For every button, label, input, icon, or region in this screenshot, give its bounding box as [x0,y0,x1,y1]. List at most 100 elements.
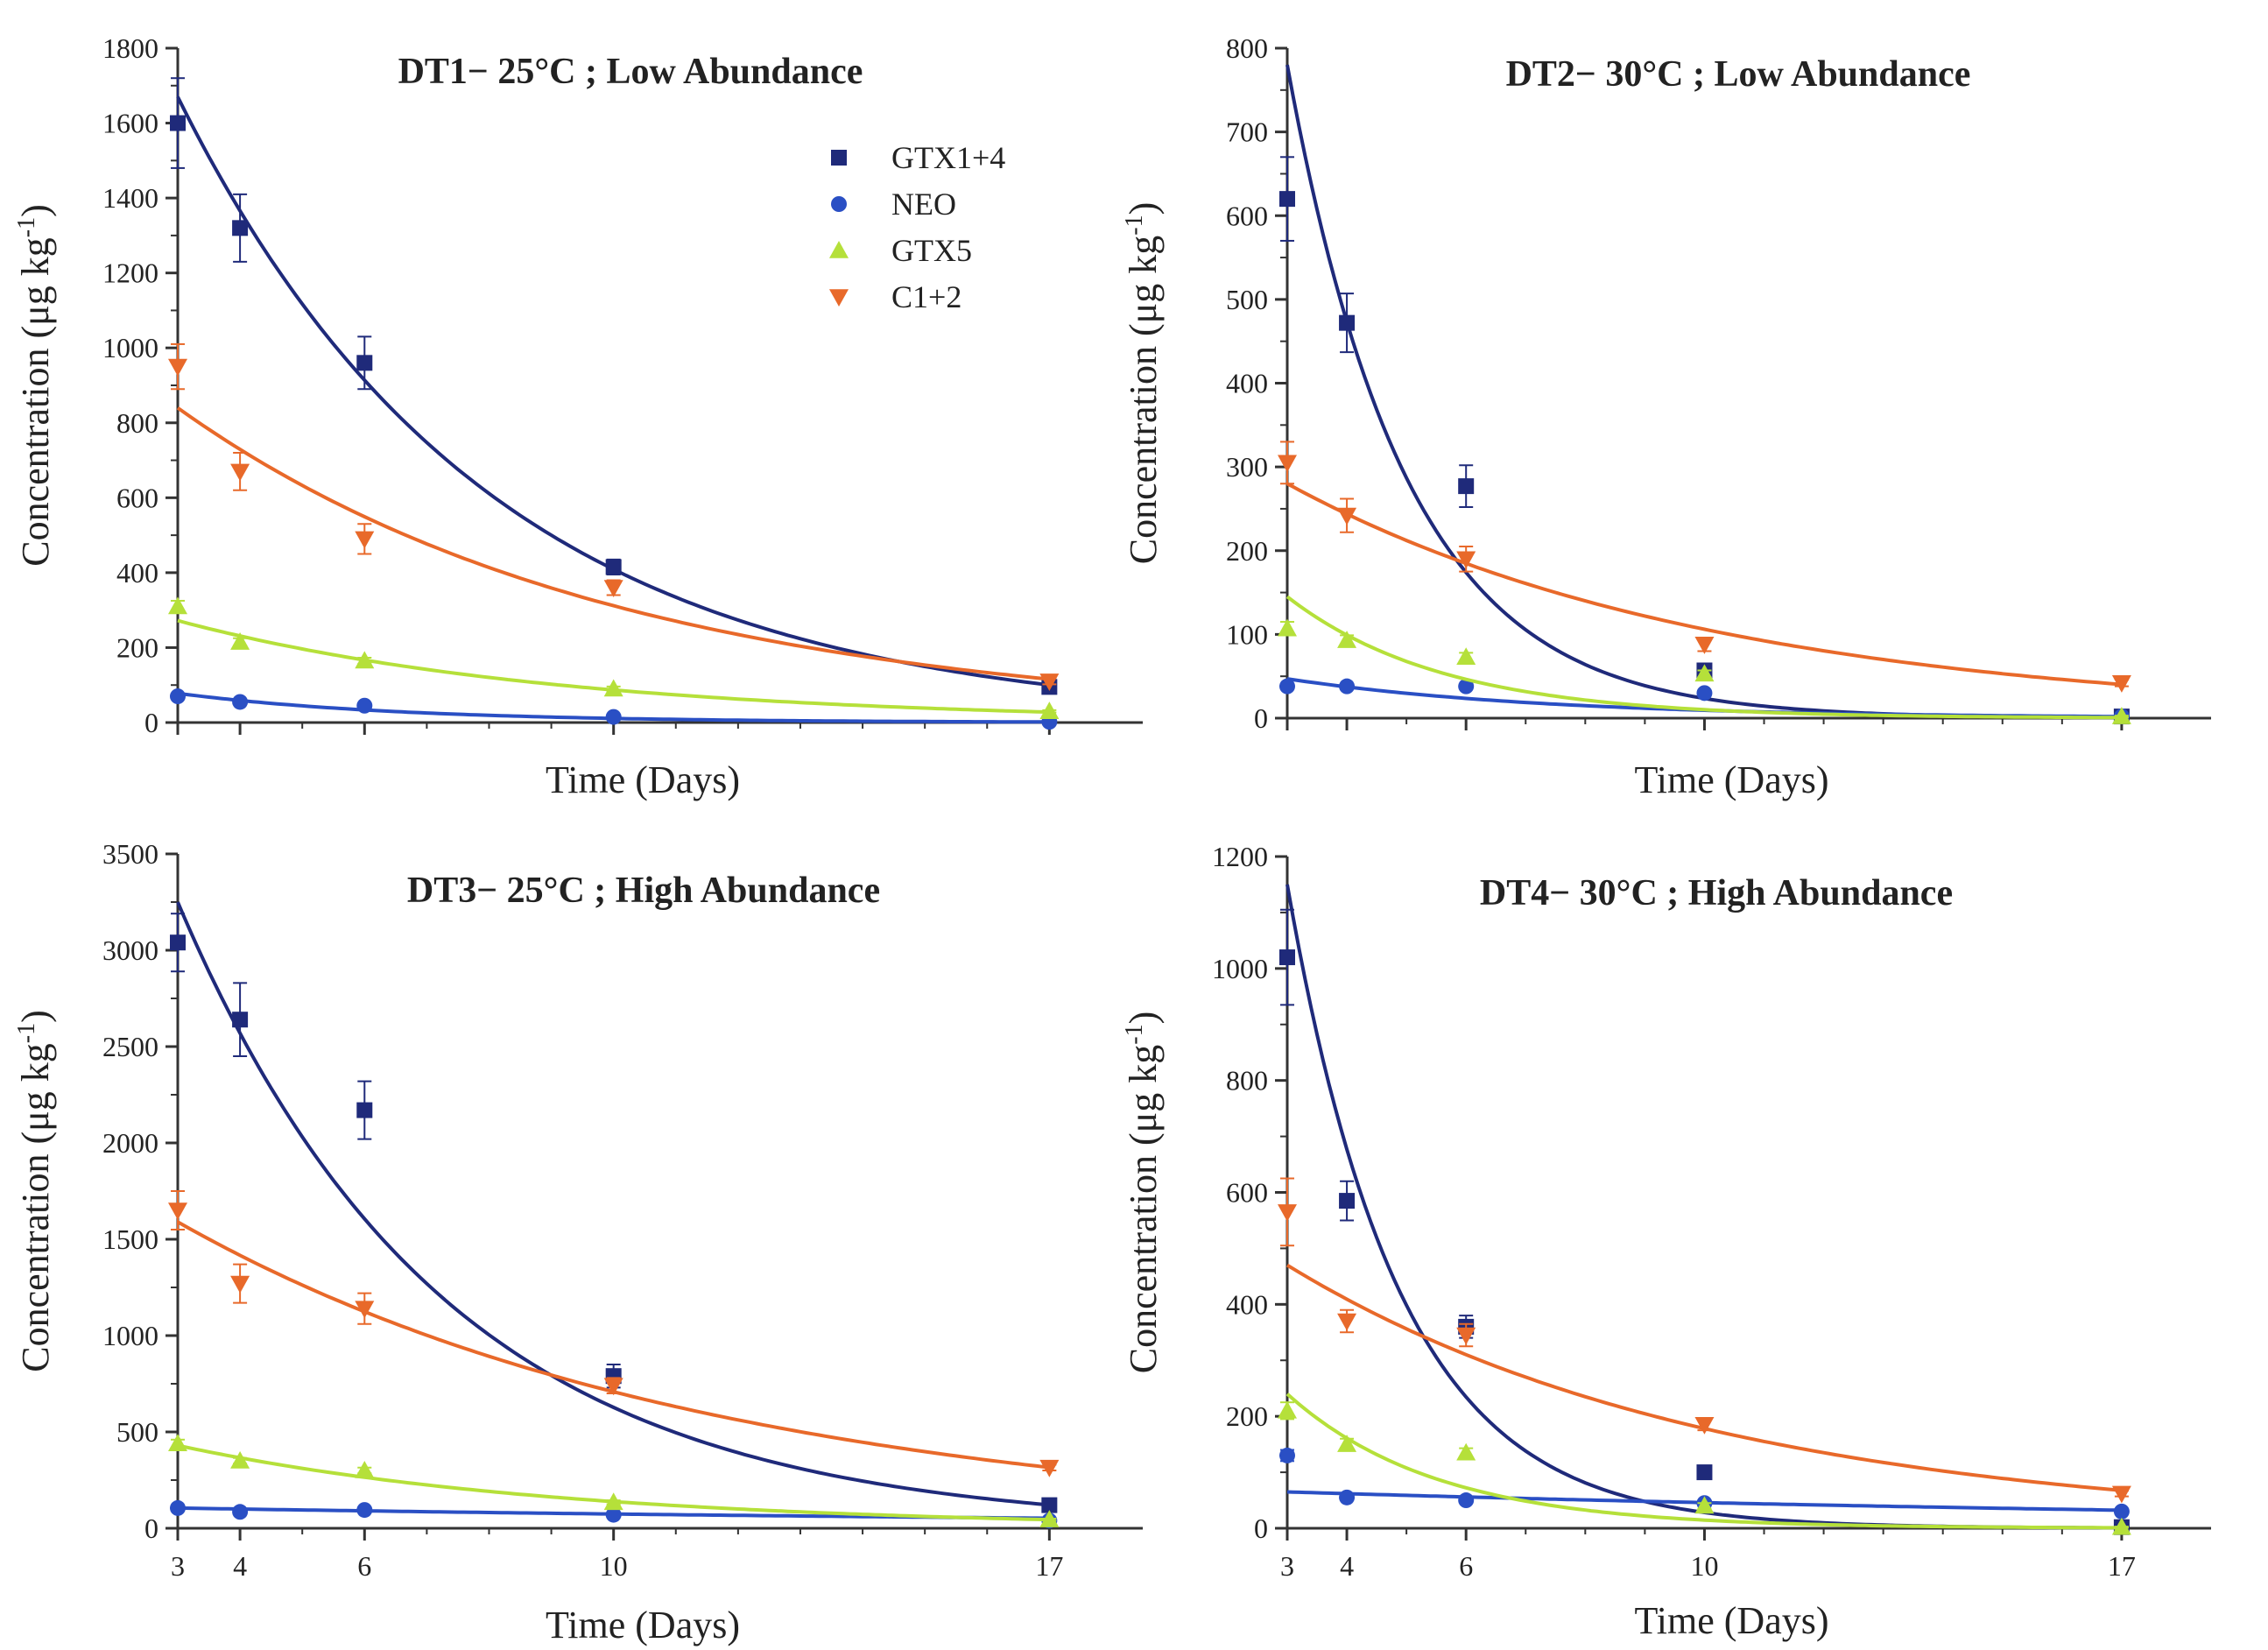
y-axis-title-text: Concentration (μg kg [14,237,57,567]
data-point [1278,1204,1297,1222]
y-tick-label: 3000 [102,934,158,966]
y-axis-title-text: Concentration (μg kg [1122,1045,1165,1374]
chart-title: DT3− 25°C ; High Abundance [407,871,880,911]
data-point [1279,1447,1295,1463]
chart-title: DT1− 25°C ; Low Abundance [398,52,863,92]
x-tick-label: 3 [171,1550,185,1582]
data-point [1694,664,1715,682]
fit-curve [1286,482,2123,687]
data-point [1039,702,1060,719]
data-point [605,1506,622,1523]
fit-curve [176,901,1050,1507]
y-tick-label: 1400 [102,182,158,214]
chart-panel-1: 0 200 400 600 800 1000 1200 1400 1600 1800 DT1− 25… [13,32,1143,801]
series-C1-plus-2 [168,1190,1060,1477]
data-point [356,697,373,714]
data-point [170,1499,186,1516]
series-GTX1-plus-4 [1279,64,2130,725]
x-tick-label: 10 [600,1550,628,1582]
data-point [1456,551,1476,569]
x-tick-label: 17 [1035,1550,1063,1582]
y-tick-label: 0 [144,1512,158,1544]
y-tick-label: 600 [1226,1177,1268,1209]
data-point [1339,1489,1356,1505]
data-point [1694,1496,1715,1514]
x-tick-label: 4 [1340,1550,1354,1582]
data-point [232,1504,249,1520]
series-GTX5 [168,1434,1060,1527]
legend-marker [831,150,847,166]
y-tick-label: 500 [1226,284,1268,315]
data-point [1039,1510,1060,1527]
y-axis-title-close: ) [1122,202,1165,215]
y-tick-label: 1500 [102,1223,158,1255]
data-point [2111,1485,2131,1504]
data-point [1339,1193,1356,1209]
data-point [168,1434,187,1451]
chart-title: DT4− 30°C ; High Abundance [1480,873,1953,913]
fit-curve [1285,595,2122,720]
legend: GTX1+4 NEO GTX5 C1+2 [829,140,1005,314]
data-point [2111,675,2131,693]
chart-panel-2: 0 100 200 300 400 500 600 700 800 DT2− 30°C ; Low… [1121,32,2211,801]
y-tick-label: 800 [1226,32,1268,64]
data-point [232,694,249,710]
y-axis-title: Concentration (μg kg-1) [13,204,57,567]
y-tick-label: 400 [1226,1288,1268,1320]
data-point [355,1461,375,1478]
data-point [232,220,249,236]
y-axis-title-superscript: -1 [1121,1024,1148,1044]
y-tick-label: 1000 [1212,953,1268,984]
data-point [355,651,375,669]
x-tick-label: 10 [1690,1550,1718,1582]
data-point [603,580,623,597]
data-point [2113,1503,2130,1520]
series-GTX5 [1278,1393,2131,1535]
x-axis-title: Time (Days) [1634,758,1828,801]
y-axis-title-close: ) [1122,1012,1165,1025]
y-tick-label: 2000 [102,1127,158,1159]
data-point [1458,1492,1475,1509]
data-point [230,632,250,650]
y-axis-title-close: ) [14,1010,57,1023]
x-axis-title: Time (Days) [1634,1599,1828,1642]
y-axis-title-superscript: -1 [13,1023,40,1043]
y-tick-label: 200 [1226,1400,1268,1432]
data-point [603,1492,623,1511]
y-axis-title-text: Concentration (μg kg [1122,236,1165,565]
y-axis-title: Concentration (μg kg-1) [13,1010,57,1372]
y-axis-title: Concentration (μg kg-1) [1121,1012,1165,1374]
y-tick-label: 0 [1254,1512,1268,1544]
legend-label: GTX1+4 [891,140,1005,175]
data-point [170,934,186,951]
data-point [1339,678,1356,695]
chart-panel-3: 0 500 1000 1500 2000 2500 3000 3500 3 4 6 10 17 DT3− … [13,838,1143,1646]
data-point [1696,685,1713,702]
legend-label: C1+2 [891,279,961,314]
data-point [232,1012,249,1028]
x-axis-title: Time (Days) [546,758,740,801]
data-point [1337,631,1357,648]
data-point [1041,1497,1058,1513]
y-tick-label: 0 [1254,702,1268,734]
data-point [1339,314,1356,331]
legend-label: NEO [891,187,956,222]
data-point [1279,678,1295,695]
y-tick-label: 100 [1226,618,1268,650]
data-point [1458,478,1475,495]
data-point [1039,1459,1060,1477]
series-GTX5 [1278,595,2131,724]
data-point [355,531,375,549]
y-tick-label: 1000 [102,1320,158,1351]
x-tick-label: 6 [1459,1550,1473,1582]
data-point [1456,1442,1476,1461]
data-point [1456,1327,1476,1345]
data-point [1456,647,1476,665]
series-C1-plus-2 [168,342,1060,691]
y-axis-title-superscript: -1 [13,217,40,237]
legend-marker [829,241,849,258]
y-axis-title: Concentration (μg kg-1) [1121,202,1165,565]
y-tick-label: 700 [1226,116,1268,148]
x-tick-label: 4 [233,1550,247,1582]
data-point [1279,191,1295,208]
